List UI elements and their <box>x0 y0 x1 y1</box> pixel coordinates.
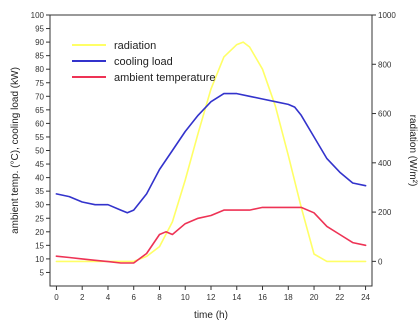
series-line-ambient-temperature <box>55 206 367 264</box>
y-left-tick-label: 95 <box>35 25 44 34</box>
axes: 0 2 4 6 8 10 12 14 16 18 20 22 245101520253035404550… <box>31 11 397 302</box>
y-left-tick-label: 50 <box>35 147 44 156</box>
x-tick-label: 16 <box>258 293 267 302</box>
x-tick-label: 24 <box>361 293 370 302</box>
y-left-tick-label: 85 <box>35 52 44 61</box>
y-left-tick-label: 100 <box>31 11 45 20</box>
series-line-radiation <box>55 41 367 263</box>
y-left-tick-label: 20 <box>35 228 44 237</box>
x-tick-label: 4 <box>106 293 111 302</box>
legend-entry-label: radiation <box>114 40 156 52</box>
x-tick-label: 18 <box>284 293 293 302</box>
y-left-tick-label: 80 <box>35 65 44 74</box>
y-left-tick-label: 10 <box>35 255 44 264</box>
legend-entry-label: ambient temperature <box>114 72 216 84</box>
y-axis-left-label: ambient temp. (°C), cooling load (kW) <box>10 67 21 234</box>
y-left-tick-label: 65 <box>35 106 44 115</box>
legend: radiation cooling load ambient temperature <box>72 40 216 84</box>
y-right-tick-label: 400 <box>378 159 392 168</box>
y-left-tick-label: 75 <box>35 79 44 88</box>
y-left-tick-label: 55 <box>35 133 44 142</box>
y-left-tick-label: 45 <box>35 160 44 169</box>
legend-entry-label: cooling load <box>114 56 173 68</box>
x-tick-label: 12 <box>207 293 216 302</box>
y-left-tick-label: 25 <box>35 214 44 223</box>
y-left-tick-label: 15 <box>35 241 44 250</box>
y-left-tick-label: 30 <box>35 201 44 210</box>
x-tick-label: 0 <box>54 293 59 302</box>
y-right-tick-label: 200 <box>378 208 392 217</box>
x-tick-label: 22 <box>335 293 344 302</box>
y-axis-right-label: radiation (W/m²) <box>407 115 418 187</box>
x-tick-label: 2 <box>80 293 85 302</box>
y-left-tick-label: 35 <box>35 187 44 196</box>
x-tick-label: 6 <box>131 293 136 302</box>
x-tick-label: 10 <box>181 293 190 302</box>
y-right-tick-label: 800 <box>378 60 392 69</box>
x-tick-label: 14 <box>232 293 241 302</box>
y-left-tick-label: 5 <box>40 268 45 277</box>
plot-frame <box>49 14 373 287</box>
y-right-tick-label: 1000 <box>378 11 396 20</box>
y-right-tick-label: 600 <box>378 110 392 119</box>
x-tick-label: 20 <box>310 293 319 302</box>
y-left-tick-label: 60 <box>35 119 44 128</box>
y-left-tick-label: 40 <box>35 174 44 183</box>
x-axis-label: time (h) <box>194 310 228 321</box>
y-left-tick-label: 90 <box>35 38 44 47</box>
y-left-tick-label: 70 <box>35 92 44 101</box>
series-layer <box>55 41 367 264</box>
series-line-cooling-load <box>55 92 367 214</box>
y-right-tick-label: 0 <box>378 257 383 266</box>
x-tick-label: 8 <box>157 293 162 302</box>
